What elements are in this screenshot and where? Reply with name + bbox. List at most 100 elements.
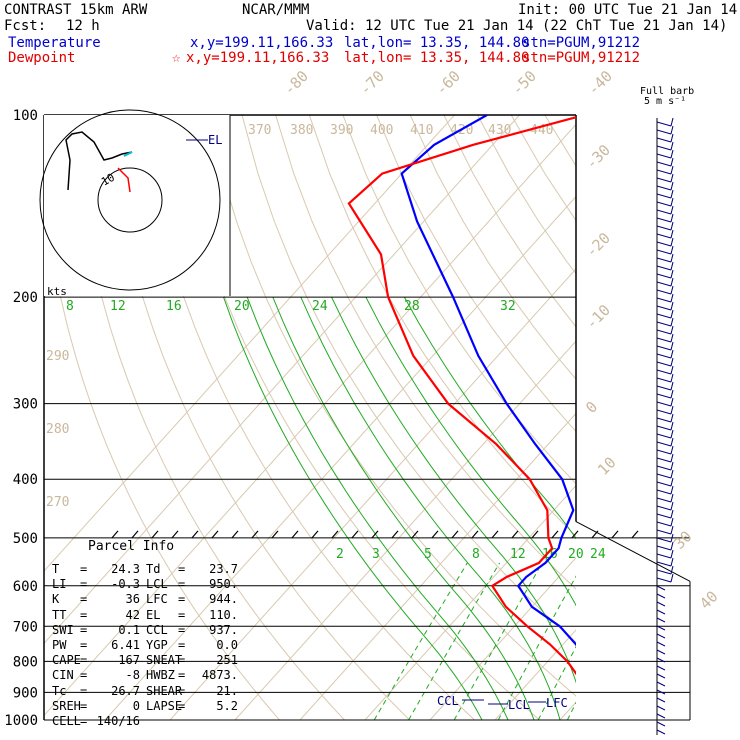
level-hatch <box>111 530 119 539</box>
level-hatch <box>331 530 339 539</box>
wind-barb <box>656 433 672 439</box>
parcel-info-cell: -0.3 <box>111 577 140 592</box>
wind-barb <box>656 505 672 511</box>
parcel-info-cell: = <box>80 653 88 668</box>
wind-barb <box>656 641 666 647</box>
isotherm-label: 40 <box>696 587 722 613</box>
isotherm-label: -50 <box>508 67 540 99</box>
wind-barb <box>656 289 672 295</box>
wind-barb <box>656 601 666 607</box>
parcel-info-cell: 0.0 <box>216 638 238 652</box>
level-hatch <box>471 530 479 539</box>
level-hatch <box>571 530 579 539</box>
isotherm--60 <box>44 123 576 717</box>
wind-barb-flag <box>670 285 674 295</box>
wind-barb-flag <box>670 445 674 455</box>
parcel-info-cell: = <box>80 698 88 713</box>
wind-barb <box>656 657 666 663</box>
pressure-tick-label: 800 <box>13 654 38 670</box>
wind-barb <box>656 409 672 415</box>
wind-barb-flag <box>670 429 674 439</box>
wind-barb-flag <box>670 413 674 423</box>
level-hatch <box>271 530 279 539</box>
model-title: CONTRAST 15km ARW <box>4 2 148 18</box>
wind-barb <box>656 129 672 135</box>
level-hatch <box>451 530 459 539</box>
dry-adiabat-250 <box>44 180 280 720</box>
wind-barb-flag <box>670 317 674 327</box>
wind-barb <box>656 537 672 543</box>
parcel-info-cell: = <box>178 653 186 668</box>
level-hatch <box>431 530 439 539</box>
level-hatch <box>191 530 199 539</box>
isotherm-20 <box>559 701 576 720</box>
wind-barb <box>656 729 666 735</box>
wind-barb <box>656 281 672 287</box>
mixing-ratio-label: 12 <box>510 547 526 562</box>
level-hatch <box>531 530 539 539</box>
pressure-tick-label: 100 <box>13 108 38 124</box>
pressure-tick-label: 1000 <box>4 713 38 729</box>
parcel-info-cell: PW <box>52 638 67 652</box>
wind-barb-flag <box>670 509 674 519</box>
moist-adiabat-32 <box>403 296 576 540</box>
legend-dewpoint-xy: x,y=199.11,166.33 <box>186 50 330 66</box>
wind-barb <box>656 473 672 479</box>
dry-adiabat-450 <box>713 115 740 720</box>
wind-barb <box>656 521 672 527</box>
wind-barb <box>656 185 672 191</box>
wind-barb <box>656 137 672 143</box>
wind-barb-flag <box>670 341 674 351</box>
lcl-label: LCL <box>508 698 530 712</box>
wind-barb <box>656 713 666 719</box>
mixing-ratio-label: 5 <box>424 547 432 562</box>
profile-temperature <box>400 115 576 647</box>
mixing-ratio-label: 8 <box>472 547 480 562</box>
moist-adiabat-8 <box>223 296 483 720</box>
parcel-info-cell: 23.7 <box>209 562 238 576</box>
level-hatch <box>351 530 359 539</box>
dry-adiabat-340 <box>342 115 576 485</box>
wind-barb <box>656 545 672 551</box>
ccl-label: CCL <box>437 694 459 708</box>
wind-barb-flag <box>670 125 674 135</box>
wind-barb <box>656 489 672 495</box>
wind-barb <box>656 217 672 223</box>
wind-barb-flag <box>670 533 674 543</box>
wind-barb-flag <box>670 149 674 159</box>
level-hatch <box>391 530 399 539</box>
moist-adiabat-label: 12 <box>110 299 126 314</box>
parcel-info-cell: 24.3 <box>111 562 140 576</box>
wind-barb-flag <box>670 141 674 151</box>
wind-barb <box>656 673 666 679</box>
wind-barb-flag <box>670 469 674 479</box>
wind-barb-flag <box>670 269 674 279</box>
wind-barb <box>656 457 672 463</box>
wind-barb <box>656 401 672 407</box>
moist-adiabat-label: 20 <box>234 299 250 314</box>
dry-adiabat-290 <box>174 115 540 720</box>
parcel-info-cell: Tc <box>52 683 67 698</box>
dry-adiabat-370 <box>443 115 576 328</box>
dry-adiabat-260 <box>73 115 345 720</box>
wind-barb <box>656 481 672 487</box>
level-hatch <box>371 530 379 539</box>
dry-adiabat-label: 410 <box>410 123 433 138</box>
wind-barb <box>656 417 672 423</box>
wind-barb <box>656 273 672 279</box>
parcel-info-cell: 110. <box>209 607 238 622</box>
wind-barb <box>656 553 672 559</box>
parcel-info-cell: LI <box>52 577 67 592</box>
wind-barb <box>656 385 672 391</box>
wind-barb-flag <box>670 205 674 215</box>
wind-barb <box>656 633 666 639</box>
hodograph-ring <box>97 167 163 233</box>
wind-barb <box>656 393 672 399</box>
wind-barb <box>656 577 672 583</box>
wind-barb <box>656 561 672 567</box>
dry-adiabat-420 <box>612 115 740 720</box>
moist-adiabat-label: 16 <box>166 299 182 314</box>
wind-barb <box>656 465 672 471</box>
level-hatch <box>211 530 219 539</box>
pressure-tick-label: 300 <box>13 397 38 413</box>
